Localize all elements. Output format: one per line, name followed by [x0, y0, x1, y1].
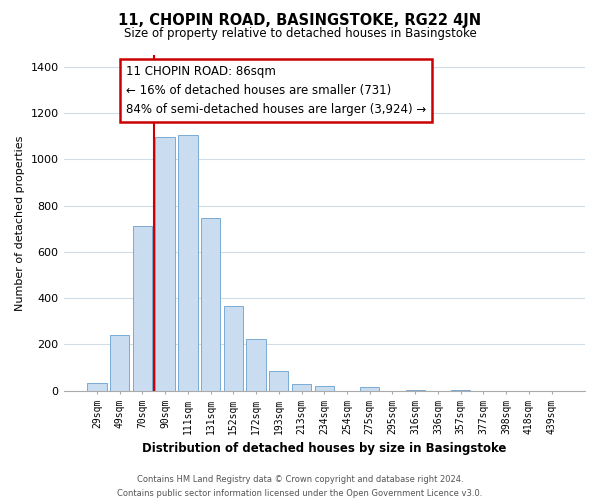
Bar: [406, 390, 425, 391]
Bar: [133, 226, 152, 391]
Bar: [87, 382, 107, 391]
Bar: [360, 388, 379, 391]
Y-axis label: Number of detached properties: Number of detached properties: [15, 135, 25, 310]
Bar: [178, 135, 197, 391]
X-axis label: Distribution of detached houses by size in Basingstoke: Distribution of detached houses by size …: [142, 442, 506, 455]
Text: 11 CHOPIN ROAD: 86sqm
← 16% of detached houses are smaller (731)
84% of semi-det: 11 CHOPIN ROAD: 86sqm ← 16% of detached …: [126, 65, 427, 116]
Bar: [224, 306, 243, 391]
Bar: [292, 384, 311, 391]
Bar: [201, 218, 220, 391]
Text: 11, CHOPIN ROAD, BASINGSTOKE, RG22 4JN: 11, CHOPIN ROAD, BASINGSTOKE, RG22 4JN: [118, 12, 482, 28]
Bar: [269, 371, 289, 391]
Bar: [247, 338, 266, 391]
Text: Size of property relative to detached houses in Basingstoke: Size of property relative to detached ho…: [124, 28, 476, 40]
Bar: [155, 137, 175, 391]
Bar: [451, 390, 470, 391]
Bar: [110, 335, 130, 391]
Bar: [314, 386, 334, 391]
Text: Contains HM Land Registry data © Crown copyright and database right 2024.
Contai: Contains HM Land Registry data © Crown c…: [118, 476, 482, 498]
